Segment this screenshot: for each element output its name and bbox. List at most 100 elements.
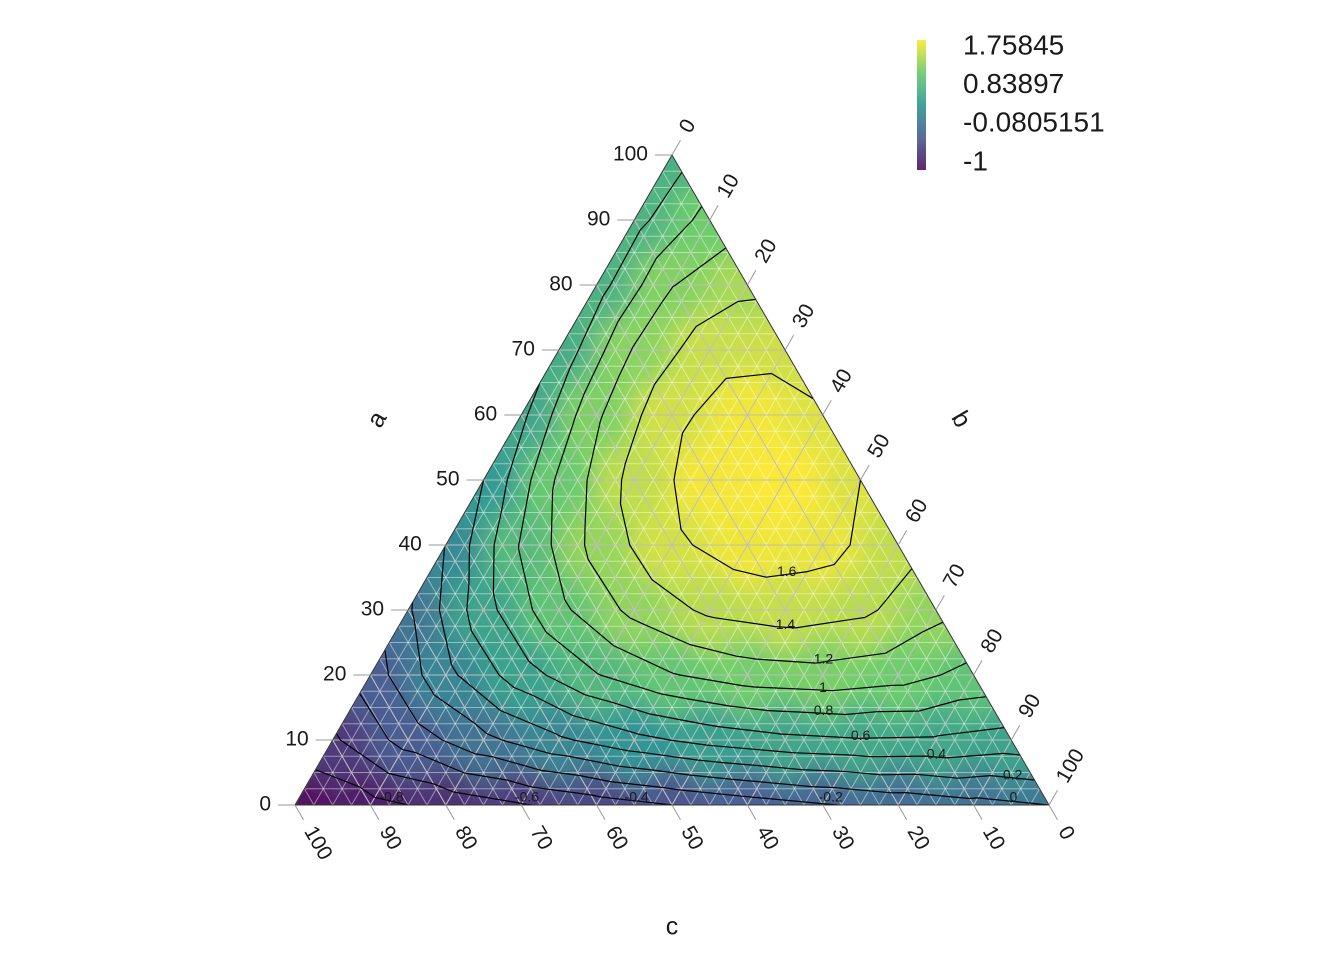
field-cell — [859, 760, 937, 805]
contour-line — [315, 769, 409, 805]
grid-line — [633, 219, 975, 805]
tick-label: 0 — [1053, 822, 1079, 844]
mesh-line — [398, 625, 503, 805]
tick-label: 100 — [1052, 745, 1089, 787]
tick-label: 100 — [613, 143, 648, 166]
plot-area — [295, 155, 1049, 805]
contour-label: 1 — [819, 679, 827, 695]
tick-label: 60 — [474, 403, 497, 426]
mesh-line — [586, 300, 880, 805]
mesh-line — [313, 772, 334, 805]
mesh-line — [388, 642, 484, 805]
tick-label: 70 — [526, 822, 558, 854]
mesh-line — [332, 187, 692, 805]
axis-title: b — [946, 406, 977, 432]
tick-mark — [520, 804, 531, 820]
mesh-line — [633, 447, 843, 805]
mesh-line — [322, 755, 352, 805]
contour-label: 0.6 — [851, 727, 871, 743]
tick-label: 10 — [978, 822, 1010, 854]
tick-label: 90 — [375, 822, 407, 854]
field-cell — [633, 760, 711, 805]
legend-label: -0.0805151 — [963, 107, 1105, 138]
mesh-line — [878, 658, 965, 805]
contour-label: 1.2 — [814, 651, 834, 667]
contour-line — [384, 649, 838, 805]
tick-label: 30 — [788, 300, 820, 332]
tick-mark — [746, 804, 757, 820]
mesh-line — [728, 528, 890, 805]
tick-label: 40 — [398, 533, 421, 556]
tick-mark — [445, 804, 455, 820]
axis-title: a — [361, 406, 392, 432]
mesh-line — [916, 690, 984, 805]
contour-label: -0.4 — [625, 789, 649, 805]
grid-line — [596, 284, 899, 805]
tick-label: 30 — [361, 598, 384, 621]
colorbar — [917, 40, 926, 170]
tick-label: 80 — [976, 625, 1008, 657]
mesh-line — [577, 398, 814, 805]
tick-label: 20 — [750, 235, 782, 267]
tick-mark — [973, 804, 983, 820]
contour-labels: -0.8 -0.6 -0.4 -0.2 0 0.2 0.4 0.6 0.8 1 1.2 1.4 1.6 — [379, 563, 1022, 805]
mesh-line — [860, 642, 956, 805]
grid-line — [483, 479, 673, 805]
tick-label: 70 — [512, 338, 535, 361]
mesh-line — [417, 593, 541, 805]
tick-label: 90 — [1014, 690, 1046, 722]
legend: 1.75845 0.83897 -0.0805151 -1 — [917, 29, 1105, 176]
tick-label: 10 — [712, 170, 744, 202]
mesh-line — [615, 252, 937, 805]
mesh-line — [1010, 772, 1031, 805]
axis-title: c — [666, 913, 679, 941]
tick-mark — [671, 140, 681, 156]
legend-label: 1.75845 — [963, 29, 1064, 60]
tick-mark — [746, 270, 757, 286]
contour-label: -0.2 — [819, 789, 843, 805]
mesh-line — [464, 300, 758, 805]
field-cell — [482, 760, 560, 805]
mesh-line — [624, 235, 956, 805]
contour-label: 0.4 — [927, 746, 947, 762]
tick-mark — [709, 205, 719, 221]
mesh-line — [303, 788, 315, 805]
mesh-line — [643, 203, 993, 805]
contour-line — [518, 171, 987, 716]
mesh-line — [803, 593, 927, 805]
grid-line — [520, 349, 786, 805]
contour-line — [466, 479, 1021, 759]
contour-line — [584, 247, 944, 664]
tick-mark — [860, 465, 870, 481]
grid-line — [520, 414, 748, 805]
contour-line — [619, 298, 913, 629]
tick-label: 80 — [549, 273, 572, 296]
mesh-line — [1029, 788, 1041, 805]
mesh-line — [992, 755, 1022, 805]
tick-label: 50 — [676, 822, 708, 854]
mesh-line — [351, 707, 409, 805]
mesh-line — [615, 430, 833, 805]
grid-line — [369, 219, 711, 805]
tick-mark — [1048, 804, 1058, 820]
tick-mark — [935, 595, 945, 611]
mesh-line — [558, 382, 805, 805]
tick-label: 40 — [826, 365, 858, 397]
mesh-line — [567, 333, 843, 805]
mesh-line — [530, 398, 767, 805]
mesh-line — [709, 512, 880, 805]
tick-label: 50 — [436, 468, 459, 491]
tick-mark — [1010, 725, 1021, 741]
contour-line — [673, 372, 862, 578]
contours — [315, 171, 1049, 805]
contour-label: 0.8 — [814, 702, 834, 718]
contour-line — [492, 382, 1005, 739]
mesh-line — [652, 463, 852, 805]
contour-label: -0.8 — [379, 789, 403, 805]
tick-mark — [1048, 790, 1058, 806]
tick-mark — [671, 804, 681, 820]
field-cell — [784, 760, 862, 805]
mesh-line — [426, 577, 560, 805]
